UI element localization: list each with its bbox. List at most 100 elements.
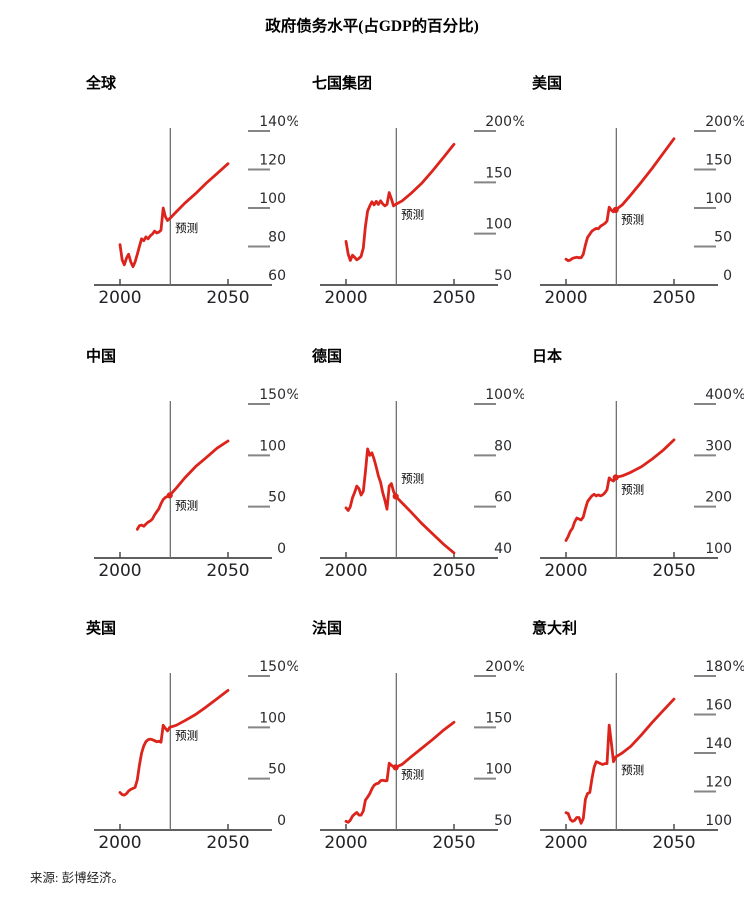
- panel-title: 德国: [312, 349, 343, 365]
- svg-text:2050: 2050: [206, 833, 249, 853]
- svg-text:%: %: [287, 114, 299, 130]
- line-chart: 2000 2050 200% 150 100 50 预测: [320, 114, 525, 308]
- panel-title: 中国: [86, 349, 117, 365]
- svg-text:2000: 2000: [544, 833, 587, 853]
- svg-text:%: %: [513, 114, 525, 130]
- svg-text:200: 200: [485, 114, 512, 130]
- svg-text:100: 100: [705, 541, 732, 557]
- svg-text:60: 60: [494, 490, 512, 506]
- svg-text:150: 150: [485, 165, 512, 181]
- svg-text:120: 120: [705, 775, 732, 791]
- panel-title: 英国: [86, 621, 117, 637]
- svg-text:预测: 预测: [175, 730, 198, 743]
- chart-panel-italy: 意大利 2000 2050 180% 160 140 120 100 预测: [532, 617, 744, 853]
- svg-text:%: %: [287, 387, 299, 403]
- svg-text:200: 200: [705, 490, 732, 506]
- svg-text:80: 80: [268, 230, 286, 246]
- page-title: 政府债务水平(占GDP的百分比): [265, 18, 479, 35]
- line-chart: 2000 2050 180% 160 140 120 100 预测: [540, 659, 744, 853]
- svg-text:2050: 2050: [206, 288, 249, 308]
- svg-text:200: 200: [485, 659, 512, 675]
- svg-text:2050: 2050: [652, 561, 695, 581]
- chart-panel-global: 全球 2000 2050 140% 120 100 80 60 预测: [86, 72, 298, 308]
- svg-text:50: 50: [268, 490, 286, 506]
- svg-text:2000: 2000: [324, 288, 367, 308]
- svg-text:60: 60: [268, 268, 286, 284]
- line-chart: 2000 2050 400% 300 200 100 预测: [540, 387, 744, 581]
- svg-text:0: 0: [277, 813, 286, 829]
- svg-text:预测: 预测: [621, 213, 644, 226]
- svg-text:100: 100: [259, 438, 286, 454]
- svg-text:150: 150: [259, 387, 286, 403]
- chart-panel-us: 美国 2000 2050 200% 150 100 50 0 预测: [532, 72, 744, 308]
- svg-text:%: %: [513, 659, 525, 675]
- svg-text:2000: 2000: [98, 833, 141, 853]
- svg-text:预测: 预测: [175, 500, 198, 513]
- svg-text:0: 0: [723, 268, 732, 284]
- svg-text:2000: 2000: [98, 561, 141, 581]
- svg-text:2000: 2000: [324, 833, 367, 853]
- svg-text:100: 100: [485, 762, 512, 778]
- svg-text:100: 100: [259, 710, 286, 726]
- svg-text:50: 50: [268, 762, 286, 778]
- chart-panel-china: 中国 2000 2050 150% 100 50 0 预测: [86, 345, 298, 581]
- svg-text:2050: 2050: [432, 561, 475, 581]
- svg-text:%: %: [733, 659, 744, 675]
- panel-title: 日本: [532, 349, 563, 365]
- svg-text:2050: 2050: [206, 561, 249, 581]
- svg-text:50: 50: [714, 230, 732, 246]
- svg-text:2000: 2000: [544, 561, 587, 581]
- chart-panel-uk: 英国 2000 2050 150% 100 50 0 预测: [86, 617, 298, 853]
- svg-text:200: 200: [705, 114, 732, 130]
- line-chart: 2000 2050 200% 150 100 50 0 预测: [540, 114, 744, 308]
- svg-text:100: 100: [485, 217, 512, 233]
- line-chart: 2000 2050 100% 80 60 40 预测: [320, 387, 525, 581]
- svg-text:50: 50: [494, 813, 512, 829]
- svg-text:预测: 预测: [401, 472, 424, 485]
- panel-title: 意大利: [532, 621, 578, 637]
- panel-title: 全球: [86, 76, 117, 92]
- svg-text:300: 300: [705, 438, 732, 454]
- svg-text:预测: 预测: [401, 769, 424, 782]
- svg-text:180: 180: [705, 659, 732, 675]
- svg-text:80: 80: [494, 438, 512, 454]
- svg-text:50: 50: [494, 268, 512, 284]
- svg-text:400: 400: [705, 387, 732, 403]
- panel-title: 美国: [532, 76, 563, 92]
- svg-text:0: 0: [277, 541, 286, 557]
- svg-text:预测: 预测: [401, 208, 424, 221]
- svg-text:2000: 2000: [544, 288, 587, 308]
- svg-text:2050: 2050: [652, 288, 695, 308]
- panel-title: 七国集团: [312, 76, 373, 92]
- svg-text:40: 40: [494, 541, 512, 557]
- svg-text:预测: 预测: [621, 764, 644, 777]
- svg-text:140: 140: [259, 114, 286, 130]
- line-chart: 2000 2050 150% 100 50 0 预测: [94, 387, 299, 581]
- svg-text:140: 140: [705, 736, 732, 752]
- chart-panel-france: 法国 2000 2050 200% 150 100 50 预测: [312, 617, 524, 853]
- svg-text:120: 120: [259, 153, 286, 169]
- svg-text:预测: 预测: [175, 222, 198, 235]
- chart-panel-japan: 日本 2000 2050 400% 300 200 100 预测: [532, 345, 744, 581]
- chart-panel-g7: 七国集团 2000 2050 200% 150 100 50 预测: [312, 72, 524, 308]
- line-chart: 2000 2050 140% 120 100 80 60 预测: [94, 114, 299, 308]
- svg-text:2000: 2000: [98, 288, 141, 308]
- line-chart: 2000 2050 200% 150 100 50 预测: [320, 659, 525, 853]
- line-chart: 2000 2050 150% 100 50 0 预测: [94, 659, 299, 853]
- svg-text:预测: 预测: [621, 483, 644, 496]
- svg-text:2000: 2000: [324, 561, 367, 581]
- svg-text:100: 100: [705, 191, 732, 207]
- svg-text:100: 100: [705, 813, 732, 829]
- svg-text:2050: 2050: [652, 833, 695, 853]
- svg-text:150: 150: [485, 710, 512, 726]
- svg-text:2050: 2050: [432, 833, 475, 853]
- svg-text:2050: 2050: [432, 288, 475, 308]
- svg-text:%: %: [733, 387, 744, 403]
- source-note: 来源: 彭博经济。: [30, 870, 125, 885]
- svg-text:150: 150: [705, 153, 732, 169]
- panel-title: 法国: [312, 621, 343, 637]
- svg-text:%: %: [287, 659, 299, 675]
- svg-text:%: %: [513, 387, 525, 403]
- svg-text:160: 160: [705, 698, 732, 714]
